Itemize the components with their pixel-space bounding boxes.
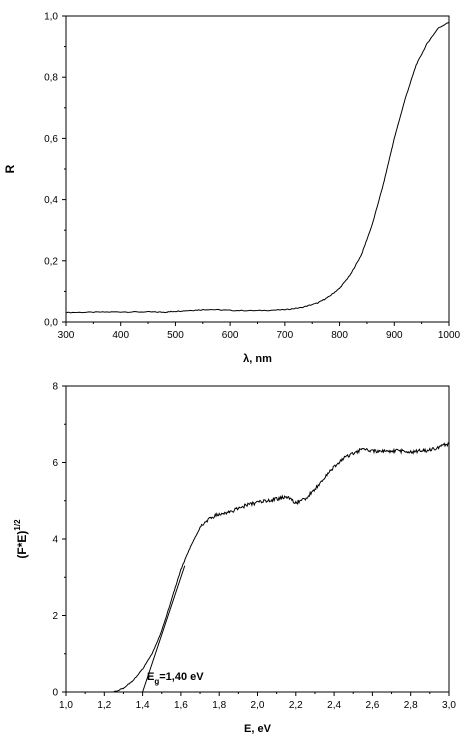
x-tick-label: 1,8 <box>212 700 226 711</box>
y-tick-label: 0,0 <box>44 318 58 329</box>
y-tick-label: 0,6 <box>44 134 58 145</box>
x-axis-label-unit: , nm <box>249 353 272 365</box>
annotation-rest: =1,40 eV <box>159 671 204 683</box>
x-tick-label: 700 <box>277 330 294 341</box>
x-tick-label: 1,2 <box>97 700 111 711</box>
y-tick-label: 1,0 <box>44 12 58 23</box>
x-tick-label: 3,0 <box>442 700 456 711</box>
annotation-main: E <box>147 671 154 683</box>
x-tick-label: 500 <box>167 330 184 341</box>
plot-frame <box>65 385 450 693</box>
plot-frame <box>65 15 450 323</box>
tangent-fit-line <box>142 565 186 693</box>
x-axis-label: λ, nm <box>243 353 272 365</box>
x-tick-label: 1,0 <box>59 700 73 711</box>
annotation-sub: g <box>154 677 159 686</box>
data-series-line <box>65 21 450 314</box>
x-tick-label: 2,2 <box>289 700 303 711</box>
data-series-line <box>113 442 450 693</box>
x-axis-label-symbol: λ <box>243 353 249 365</box>
y-tick-label: 0 <box>52 688 58 699</box>
kubelka-munk-chart: 1,0 1,2 1,4 1,6 1,8 2,0 2,2 2,4 2,6 2,8 3,0 0 2 4 6 8 (F… <box>13 382 456 736</box>
y-axis-label-base: (F*E) <box>15 531 29 559</box>
y-tick-label: 2 <box>52 611 58 622</box>
x-tick-label: 1,4 <box>136 700 150 711</box>
x-axis-label: E, eV <box>244 723 272 735</box>
x-tick-label: 400 <box>112 330 129 341</box>
y-tick-label: 8 <box>52 382 58 393</box>
y-axis-label-sup: 1/2 <box>13 519 22 531</box>
y-axis-label: R <box>3 164 17 173</box>
y-tick-label: 0,4 <box>44 195 58 206</box>
x-tick-label: 600 <box>222 330 239 341</box>
y-tick-label: 6 <box>52 458 58 469</box>
x-tick-label: 2,6 <box>365 700 379 711</box>
y-tick-label: 0,8 <box>44 73 58 84</box>
x-tick-label: 1,6 <box>174 700 188 711</box>
x-tick-label: 2,8 <box>404 700 418 711</box>
y-axis-label: (F*E)1/2 <box>13 519 29 559</box>
y-tick-label: 4 <box>52 535 58 546</box>
x-tick-label: 300 <box>58 330 75 341</box>
y-tick-label: 0,2 <box>44 256 58 267</box>
x-tick-label: 2,0 <box>251 700 265 711</box>
bandgap-annotation: Eg=1,40 eV <box>147 671 204 686</box>
x-tick-label: 2,4 <box>327 700 341 711</box>
x-tick-label: 1000 <box>438 330 461 341</box>
x-tick-label: 800 <box>331 330 348 341</box>
reflectance-chart: 300 400 500 600 700 800 900 1000 0,0 0,2 0,4 0,6 0,8… <box>3 12 461 366</box>
x-tick-label: 900 <box>386 330 403 341</box>
